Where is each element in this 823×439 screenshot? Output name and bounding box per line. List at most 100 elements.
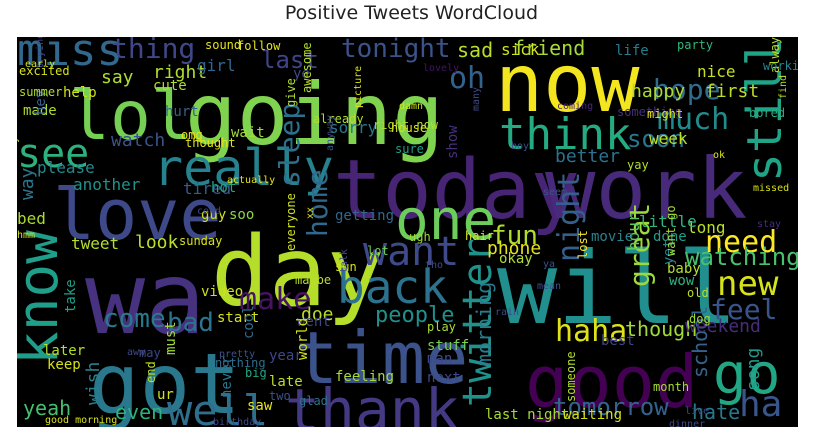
word-morning: morning bbox=[472, 282, 496, 366]
word-never: never bbox=[219, 356, 235, 398]
word-make: make bbox=[239, 282, 311, 317]
word-stay: stay bbox=[757, 219, 781, 230]
word-rain: rain bbox=[495, 307, 519, 318]
word-seem: seem bbox=[543, 187, 567, 198]
word-love: love bbox=[53, 174, 222, 256]
word-home: home bbox=[301, 170, 334, 237]
word-must: must bbox=[163, 321, 179, 355]
word-sleep: sleep bbox=[273, 103, 306, 187]
word-want-go: want go bbox=[664, 205, 678, 256]
word-way: way bbox=[17, 167, 38, 200]
word-anyway: anyway bbox=[325, 115, 336, 151]
word-mean: mean bbox=[537, 281, 561, 292]
word-back: back bbox=[337, 260, 448, 314]
word-wait: wait bbox=[231, 125, 265, 141]
word-end: end bbox=[144, 361, 158, 383]
word-soon: soon bbox=[627, 125, 685, 153]
word-world: world bbox=[295, 318, 311, 360]
word-party: party bbox=[677, 38, 713, 52]
word-say: say bbox=[101, 67, 134, 88]
word-went: went bbox=[297, 314, 331, 330]
word-school: school bbox=[688, 306, 712, 378]
word-someone: someone bbox=[564, 351, 578, 402]
word-today: today bbox=[333, 143, 580, 238]
word-take: take bbox=[63, 279, 79, 313]
word-right: right bbox=[153, 62, 207, 83]
word-start: start bbox=[217, 310, 259, 326]
word-house: house bbox=[391, 121, 427, 135]
word-hot: hot bbox=[211, 180, 236, 196]
word-best: best bbox=[601, 333, 635, 349]
chart-title: Positive Tweets WordCloud bbox=[284, 2, 539, 24]
word-ye: ye bbox=[293, 66, 310, 82]
word-sick: sick bbox=[501, 40, 540, 59]
word-song: song bbox=[743, 348, 764, 391]
word-even: even bbox=[115, 400, 163, 424]
word-tonight: tonight bbox=[341, 37, 451, 64]
word-help: help bbox=[63, 85, 97, 101]
word-lovely: lovely bbox=[423, 63, 459, 74]
word-birthday: birthday bbox=[213, 417, 261, 427]
word-time: time bbox=[295, 316, 468, 400]
word-thought: thought bbox=[185, 136, 236, 150]
word-hair: hair bbox=[465, 229, 494, 243]
word-excited: excited bbox=[19, 64, 70, 78]
word-movie: movie bbox=[591, 229, 633, 245]
word-live: live bbox=[685, 406, 709, 417]
word-watching: watching bbox=[685, 243, 798, 271]
word-baby: baby bbox=[667, 261, 701, 277]
word-done: done bbox=[653, 229, 687, 245]
word-trying: trying bbox=[35, 37, 46, 69]
word-people: people bbox=[375, 303, 454, 328]
word-sunday: sunday bbox=[179, 234, 222, 248]
word-sad: sad bbox=[457, 38, 493, 62]
word-wow: wow bbox=[669, 273, 695, 289]
word-talk: talk bbox=[339, 249, 350, 273]
word-look: look bbox=[135, 232, 179, 253]
word-saw: saw bbox=[247, 398, 273, 414]
word-work: work bbox=[545, 140, 747, 238]
word-one: one bbox=[395, 188, 496, 253]
word-made: made bbox=[23, 103, 57, 119]
word-play: play bbox=[427, 320, 456, 334]
word-tweet: tweet bbox=[71, 234, 119, 253]
word-thank: thank bbox=[285, 376, 460, 427]
word-much: much bbox=[657, 102, 729, 137]
word-coming: coming bbox=[557, 101, 593, 112]
word-see: see bbox=[17, 131, 89, 177]
word-go: go bbox=[713, 342, 780, 407]
word-doe: doe bbox=[301, 304, 334, 325]
word-okay: okay bbox=[499, 251, 533, 267]
word-day: day bbox=[211, 216, 384, 328]
word-hope: hope bbox=[653, 73, 720, 106]
word-please: please bbox=[37, 158, 95, 177]
word-will: will bbox=[497, 230, 738, 347]
word-already: already bbox=[313, 112, 364, 126]
word-happy: happy bbox=[631, 81, 685, 102]
word-know: know bbox=[17, 230, 71, 365]
word-give: give bbox=[284, 78, 298, 107]
word-pretty: pretty bbox=[219, 349, 255, 360]
word-find: find bbox=[778, 75, 789, 99]
word-now: now bbox=[495, 37, 640, 130]
word-everyone: everyone bbox=[284, 193, 298, 251]
word-girl: girl bbox=[197, 56, 236, 75]
word-sun: sun bbox=[335, 260, 357, 274]
word-ugh: ugh bbox=[409, 230, 431, 244]
word-follow: follow bbox=[237, 39, 281, 53]
word-got: got bbox=[89, 335, 241, 427]
word-want: want bbox=[363, 229, 459, 275]
word-month: month bbox=[653, 380, 689, 394]
word-sorry: sorry bbox=[329, 118, 378, 137]
word-haha: haha bbox=[555, 314, 627, 349]
word-soo: soo bbox=[229, 207, 254, 223]
word-friend: friend bbox=[513, 37, 585, 60]
word-hurt: hurt bbox=[165, 104, 199, 120]
word-feeling: feeling bbox=[335, 369, 394, 385]
word-tomorrow: tomorrow bbox=[553, 393, 669, 421]
word-stuff: stuff bbox=[427, 338, 469, 354]
word-omg: omg bbox=[181, 128, 203, 142]
word-cool: cool bbox=[241, 305, 257, 339]
word-always: always bbox=[768, 37, 782, 73]
